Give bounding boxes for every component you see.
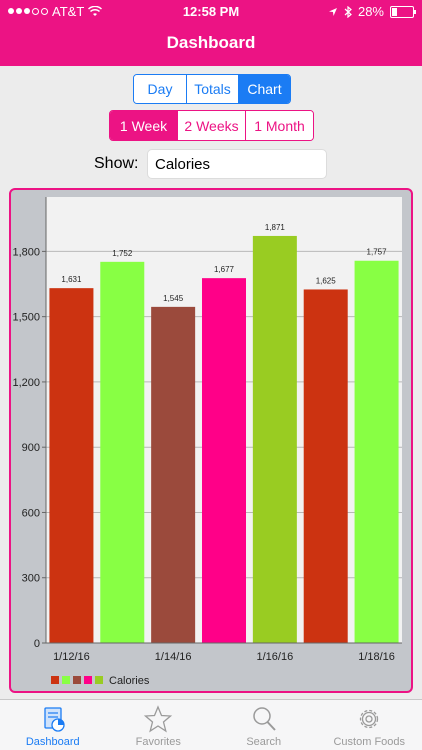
data-label: 1,631 [61,275,82,284]
legend-swatch [51,676,59,684]
tab-totals[interactable]: Totals [186,75,238,103]
tab-1-week[interactable]: 1 Week [110,111,177,140]
bluetooth-icon [344,5,352,18]
data-label: 1,625 [316,276,337,285]
x-tick-label: 1/12/16 [53,651,90,663]
data-label: 1,871 [265,223,286,232]
signal-icon [8,8,48,15]
chart-container: 0 300 600 900 1,200 1,500 1,800 1,631 1/12/16 1,7… [9,188,413,693]
dashboard-icon [44,707,65,732]
x-tick-label: 1/16/16 [257,651,294,663]
tab-bar: Dashboard Favorites Search Custom Foods [0,699,422,750]
legend-swatch [84,676,92,684]
search-icon [253,707,276,731]
tabbar-favorites-label: Favorites [135,736,181,748]
wifi-icon [88,6,103,16]
legend-swatch [73,676,81,684]
page-title: Dashboard [166,33,256,52]
nav-header: AT&T 12:58 PM 28% Dashboard [0,0,422,66]
gear-icon [360,709,379,729]
legend-label: Calories [109,675,150,687]
tabbar-search[interactable]: Search [211,700,317,750]
battery-icon [390,5,416,18]
tab-1-month[interactable]: 1 Month [245,111,313,140]
bar [49,288,94,643]
tabbar-custom-foods[interactable]: Custom Foods [317,700,422,750]
legend-swatch [95,676,103,684]
y-tick-label: 0 [34,638,40,650]
bar [100,261,145,643]
location-icon [328,7,337,16]
status-bar: AT&T 12:58 PM 28% [0,0,422,22]
calories-bar-chart: 0 300 600 900 1,200 1,500 1,800 1,631 1/12/16 1,7… [12,197,402,687]
y-tick-label: 300 [22,573,40,585]
y-tick-label: 1,800 [12,246,40,258]
y-tick-label: 1,500 [12,312,40,324]
tab-2-weeks[interactable]: 2 Weeks [177,111,245,140]
tab-chart[interactable]: Chart [238,75,290,103]
star-icon [144,705,173,733]
tabbar-custom-foods-label: Custom Foods [333,736,406,748]
clock: 12:58 PM [182,4,240,19]
data-label: 1,677 [214,265,235,274]
show-metric-field[interactable]: Calories [147,149,327,179]
tabbar-dashboard-label: Dashboard [25,736,80,748]
y-tick-label: 900 [22,442,40,454]
tab-day[interactable]: Day [134,75,186,103]
legend-swatch [62,676,70,684]
bar [252,235,297,643]
data-label: 1,752 [112,249,133,258]
x-tick-label: 1/18/16 [358,651,395,663]
tabbar-dashboard[interactable]: Dashboard [0,700,106,750]
bar [202,278,246,643]
y-tick-label: 600 [22,507,40,519]
data-label: 1,757 [367,248,388,257]
view-segmented-control: Day Totals Chart [133,74,291,104]
bar [303,289,348,643]
battery-percent: 28% [357,4,384,19]
data-label: 1,545 [163,294,184,303]
range-segmented-control: 1 Week 2 Weeks 1 Month [109,110,314,141]
bar [151,306,196,643]
tabbar-search-label: Search [246,736,282,748]
x-tick-label: 1/14/16 [155,651,192,663]
bar [354,260,399,643]
carrier-label: AT&T [52,4,85,19]
show-label: Show: [94,155,139,172]
y-tick-label: 1,200 [12,377,40,389]
tabbar-favorites[interactable]: Favorites [106,700,212,750]
